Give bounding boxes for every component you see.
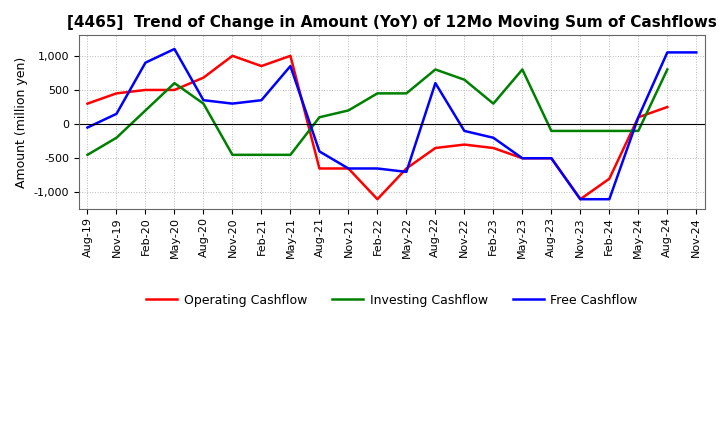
- Operating Cashflow: [257, 63, 266, 69]
- Free Cashflow: [286, 63, 294, 69]
- Free Cashflow: [228, 101, 237, 106]
- Free Cashflow: [605, 197, 613, 202]
- Investing Cashflow: [489, 101, 498, 106]
- Operating Cashflow: [141, 87, 150, 92]
- Free Cashflow: [489, 135, 498, 140]
- Investing Cashflow: [518, 67, 526, 72]
- Operating Cashflow: [576, 197, 585, 202]
- Operating Cashflow: [373, 197, 382, 202]
- Operating Cashflow: [402, 166, 410, 171]
- Free Cashflow: [692, 50, 701, 55]
- Investing Cashflow: [460, 77, 469, 82]
- Operating Cashflow: [228, 53, 237, 59]
- Line: Investing Cashflow: Investing Cashflow: [87, 70, 667, 155]
- Free Cashflow: [460, 128, 469, 134]
- Investing Cashflow: [199, 101, 208, 106]
- Title: [4465]  Trend of Change in Amount (YoY) of 12Mo Moving Sum of Cashflows: [4465] Trend of Change in Amount (YoY) o…: [67, 15, 717, 30]
- Operating Cashflow: [634, 115, 643, 120]
- Investing Cashflow: [286, 152, 294, 158]
- Free Cashflow: [576, 197, 585, 202]
- Free Cashflow: [257, 98, 266, 103]
- Free Cashflow: [547, 156, 556, 161]
- Free Cashflow: [431, 81, 440, 86]
- Free Cashflow: [634, 115, 643, 120]
- Investing Cashflow: [373, 91, 382, 96]
- Investing Cashflow: [605, 128, 613, 134]
- Operating Cashflow: [663, 104, 672, 110]
- Operating Cashflow: [460, 142, 469, 147]
- Free Cashflow: [344, 166, 353, 171]
- Investing Cashflow: [83, 152, 91, 158]
- Free Cashflow: [518, 156, 526, 161]
- Free Cashflow: [402, 169, 410, 175]
- Investing Cashflow: [634, 128, 643, 134]
- Operating Cashflow: [286, 53, 294, 59]
- Investing Cashflow: [402, 91, 410, 96]
- Free Cashflow: [373, 166, 382, 171]
- Operating Cashflow: [489, 145, 498, 150]
- Y-axis label: Amount (million yen): Amount (million yen): [15, 57, 28, 188]
- Investing Cashflow: [431, 67, 440, 72]
- Investing Cashflow: [112, 135, 121, 140]
- Free Cashflow: [141, 60, 150, 65]
- Operating Cashflow: [170, 87, 179, 92]
- Operating Cashflow: [547, 156, 556, 161]
- Line: Operating Cashflow: Operating Cashflow: [87, 56, 667, 199]
- Investing Cashflow: [576, 128, 585, 134]
- Investing Cashflow: [547, 128, 556, 134]
- Operating Cashflow: [431, 145, 440, 150]
- Operating Cashflow: [518, 156, 526, 161]
- Free Cashflow: [315, 149, 324, 154]
- Operating Cashflow: [315, 166, 324, 171]
- Line: Free Cashflow: Free Cashflow: [87, 49, 696, 199]
- Investing Cashflow: [257, 152, 266, 158]
- Investing Cashflow: [141, 108, 150, 113]
- Operating Cashflow: [605, 176, 613, 181]
- Investing Cashflow: [663, 67, 672, 72]
- Operating Cashflow: [199, 75, 208, 81]
- Free Cashflow: [83, 125, 91, 130]
- Free Cashflow: [170, 46, 179, 51]
- Operating Cashflow: [344, 166, 353, 171]
- Investing Cashflow: [170, 81, 179, 86]
- Investing Cashflow: [228, 152, 237, 158]
- Investing Cashflow: [315, 115, 324, 120]
- Free Cashflow: [199, 98, 208, 103]
- Free Cashflow: [663, 50, 672, 55]
- Investing Cashflow: [344, 108, 353, 113]
- Operating Cashflow: [83, 101, 91, 106]
- Operating Cashflow: [112, 91, 121, 96]
- Legend: Operating Cashflow, Investing Cashflow, Free Cashflow: Operating Cashflow, Investing Cashflow, …: [141, 289, 642, 312]
- Free Cashflow: [112, 111, 121, 117]
